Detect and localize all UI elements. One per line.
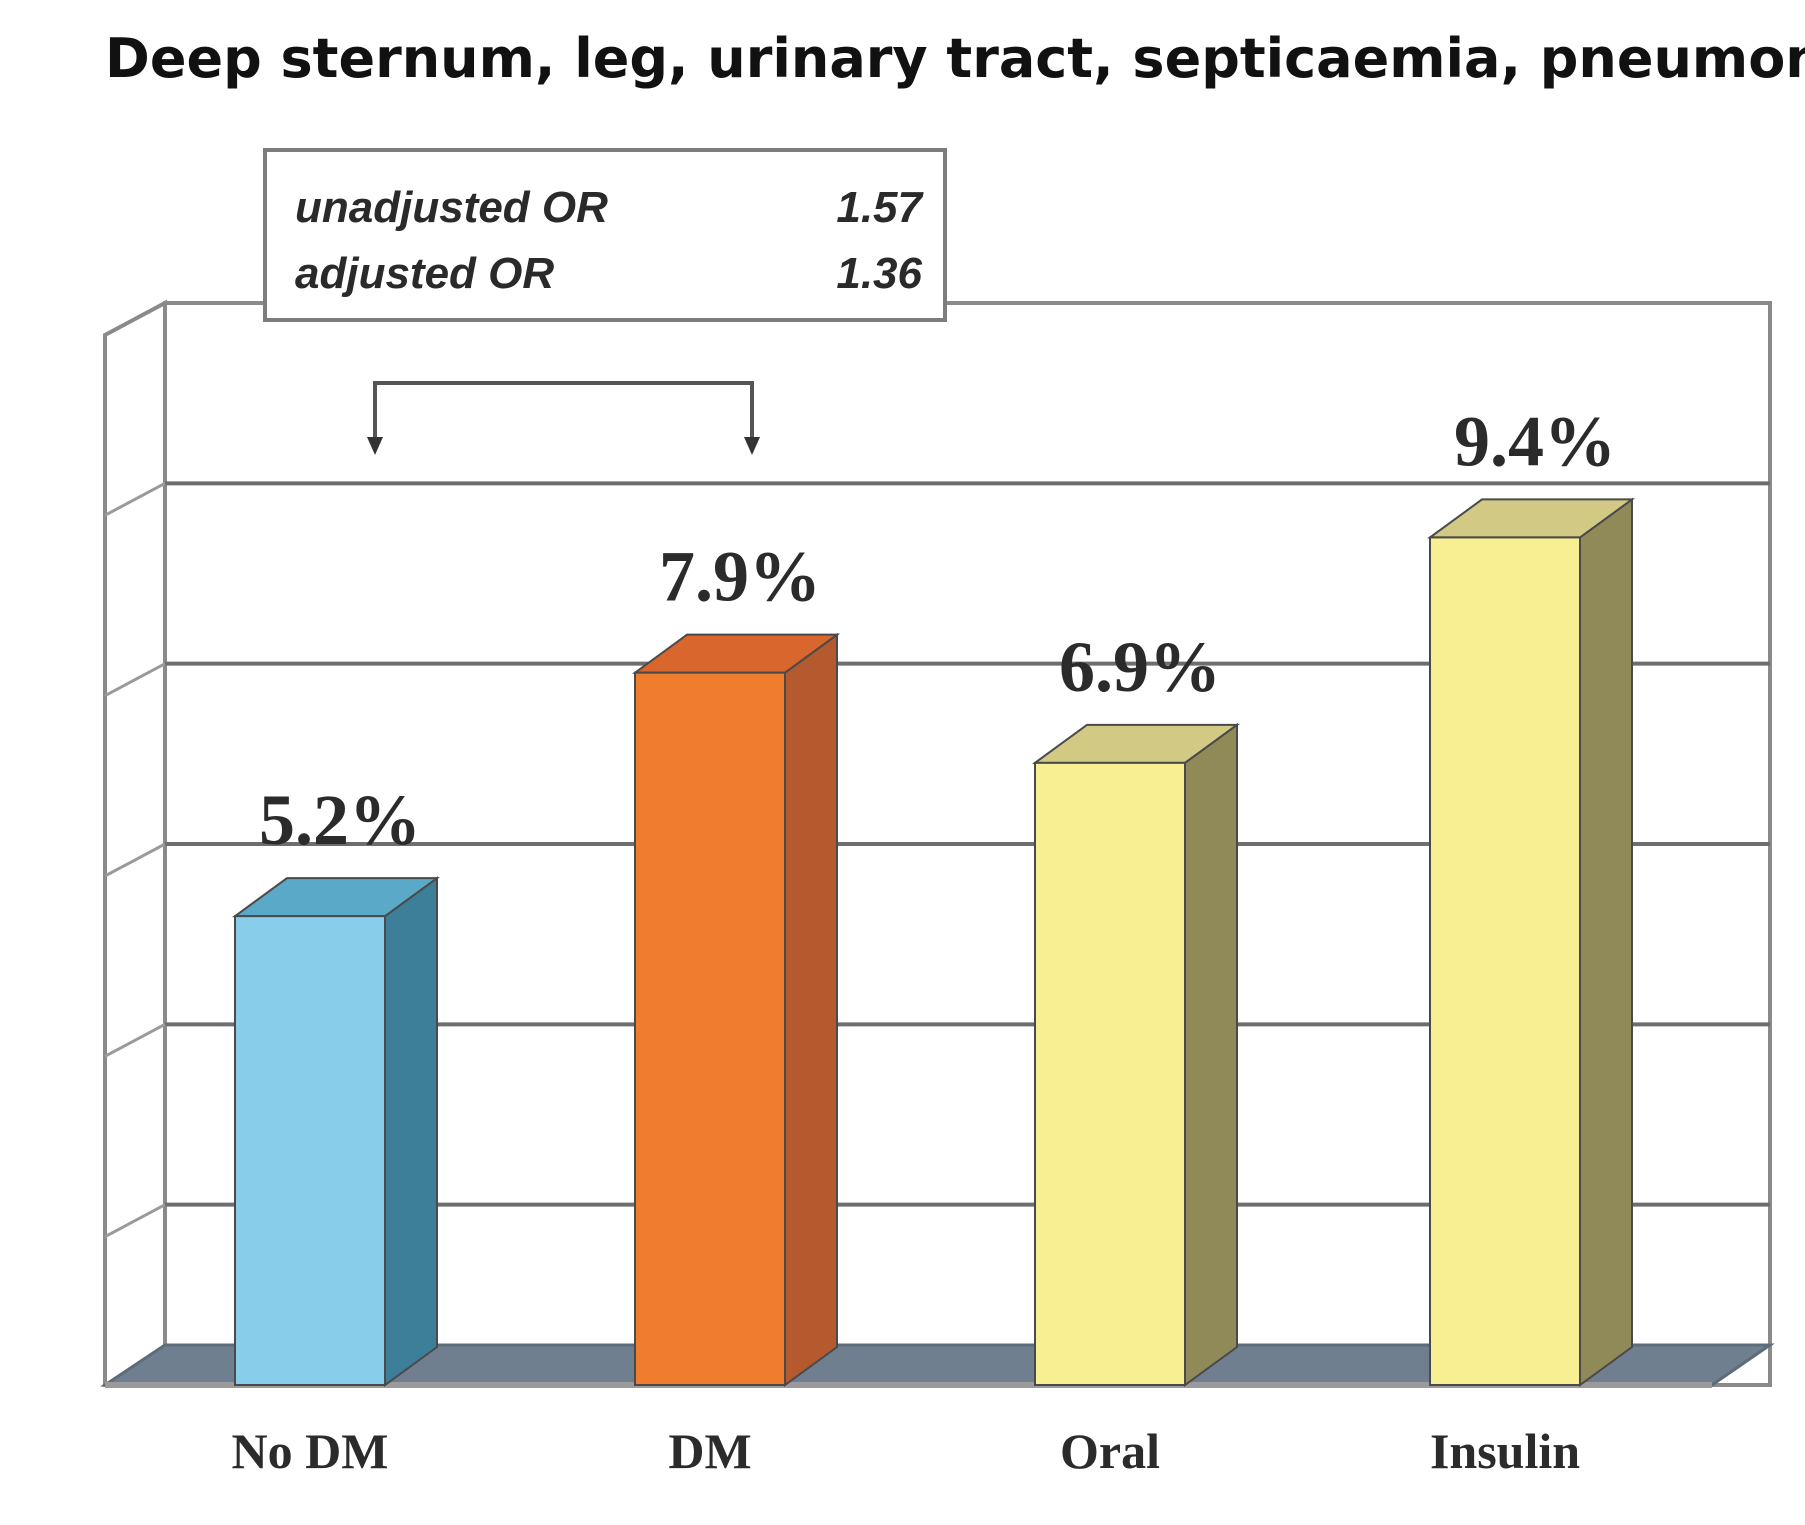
comparison-arrowhead-left	[367, 437, 383, 455]
unadjusted-or-label: unadjusted OR	[295, 183, 608, 232]
comparison-bracket	[367, 381, 760, 455]
bar-no-dm	[231, 876, 441, 1387]
gridline-side	[104, 662, 166, 697]
bar-side-oral	[1184, 722, 1238, 1387]
gridline-side	[104, 1023, 166, 1058]
value-label-insulin: 9.4%	[1454, 401, 1616, 481]
bars	[231, 497, 1636, 1387]
adjusted-or-label: adjusted OR	[295, 249, 554, 298]
gridline-side	[104, 482, 166, 517]
chart-title: Deep sternum, leg, urinary tract, septic…	[105, 27, 1805, 90]
category-label-no-dm: No DM	[232, 1423, 389, 1479]
category-label-oral: Oral	[1060, 1423, 1160, 1479]
bar-side-insulin	[1579, 497, 1633, 1387]
comparison-arrowhead-right	[744, 437, 760, 455]
bar-oral	[1031, 722, 1241, 1387]
gridline-side	[104, 1203, 166, 1238]
plot-left-wall	[103, 299, 167, 1387]
bar-front-oral	[1034, 761, 1186, 1386]
bar-front-dm	[634, 671, 786, 1386]
bar-front-no-dm	[234, 915, 386, 1387]
category-label-dm: DM	[668, 1423, 751, 1479]
value-label-oral: 6.9%	[1059, 627, 1221, 707]
value-label-dm: 7.9%	[659, 537, 821, 617]
bar-dm	[631, 632, 841, 1387]
adjusted-or-value: 1.36	[836, 249, 922, 298]
unadjusted-or-value: 1.57	[836, 183, 924, 232]
bar-front-insulin	[1429, 536, 1581, 1386]
category-labels: No DM DM Oral Insulin	[232, 1423, 1581, 1479]
value-labels: 5.2% 7.9% 6.9% 9.4%	[259, 401, 1616, 860]
bar-insulin	[1426, 497, 1636, 1387]
bar-side-no-dm	[384, 876, 438, 1387]
odds-ratio-box: unadjusted OR 1.57 adjusted OR 1.36	[263, 148, 947, 322]
odds-ratio-box-frame	[263, 148, 947, 322]
comparison-bracket-line	[373, 381, 754, 445]
category-label-insulin: Insulin	[1430, 1423, 1580, 1479]
gridline-side	[104, 842, 166, 878]
value-label-no-dm: 5.2%	[259, 780, 421, 860]
bar-side-dm	[784, 632, 838, 1387]
